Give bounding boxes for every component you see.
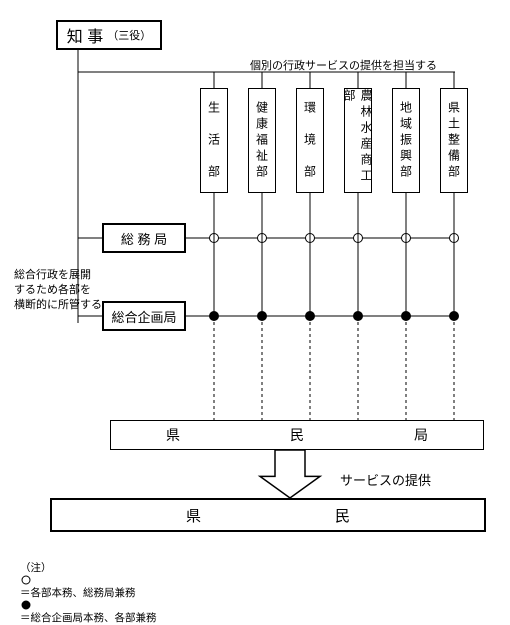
- legend: （注） ＝各部本務、総務局兼務 ＝総合企画局本務、各部兼務: [20, 560, 157, 625]
- open-circle-icon: [20, 575, 32, 585]
- kenmin-box: 県 民: [50, 498, 486, 532]
- note-top: 個別の行政サービスの提供を担当する: [250, 57, 437, 73]
- governor-main: 知 事: [67, 23, 103, 47]
- note-left: 総合行政を展開 するため各部を 横断的に所管する: [14, 268, 102, 313]
- department-label: 環 境 部: [302, 101, 319, 181]
- department-box: 生 活 部: [200, 88, 228, 193]
- bureau-box: 総合企画局: [102, 301, 186, 331]
- department-box: 農林水産商工部: [344, 88, 372, 193]
- note-left-line: するため各部を: [14, 283, 102, 298]
- department-box: 健康福祉部: [248, 88, 276, 193]
- kenmin-kyoku-box: 県 民 局: [110, 420, 484, 450]
- department-box: 地域振興部: [392, 88, 420, 193]
- department-label: 地域振興部: [398, 101, 415, 181]
- department-box: 環 境 部: [296, 88, 324, 193]
- bureau-box: 総 務 局: [102, 223, 186, 253]
- note-left-line: 横断的に所管する: [14, 298, 102, 313]
- note-left-line: 総合行政を展開: [14, 268, 102, 283]
- department-label: 生 活 部: [206, 101, 223, 181]
- governor-box: 知 事 （三役）: [56, 20, 162, 50]
- filled-circle-icon: [20, 600, 32, 610]
- department-label: 農林水産商工部: [341, 89, 375, 192]
- department-label: 健康福祉部: [254, 101, 271, 181]
- governor-sub: （三役）: [107, 27, 151, 43]
- department-box: 県土整備部: [440, 88, 468, 193]
- department-label: 県土整備部: [446, 101, 463, 181]
- service-label: サービスの提供: [340, 470, 431, 489]
